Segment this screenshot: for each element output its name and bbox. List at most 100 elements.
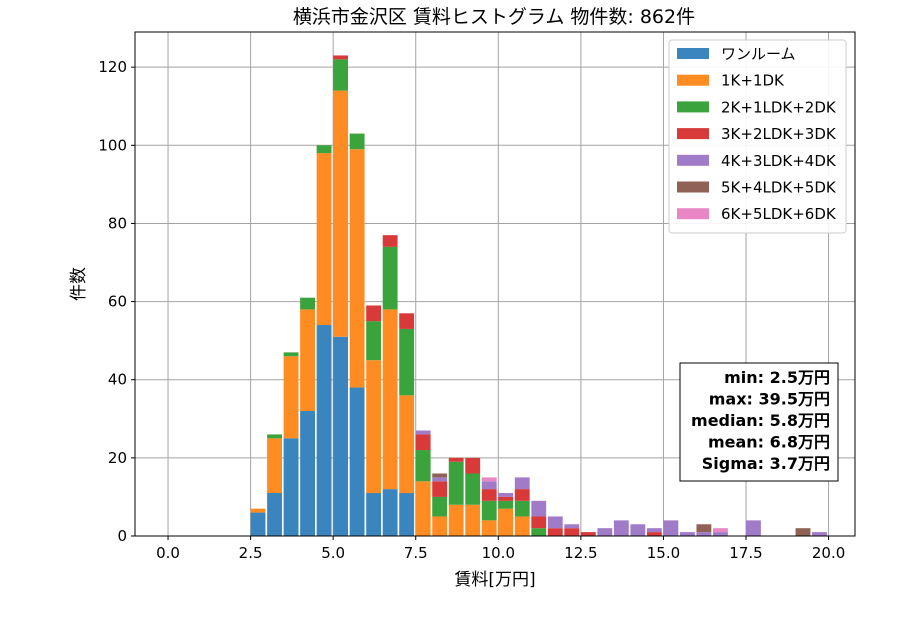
bar <box>514 500 530 517</box>
bar <box>349 387 365 536</box>
bar <box>267 434 282 439</box>
stats-frame <box>679 362 839 482</box>
bar <box>465 504 481 536</box>
legend-swatch <box>677 208 709 220</box>
bar-series-2 <box>250 90 530 536</box>
bar <box>746 520 761 536</box>
bar <box>415 430 431 435</box>
bar <box>333 336 349 536</box>
y-axis-label: 件数 <box>69 267 89 301</box>
legend-entry-label: 4K+3LDK+4DK <box>721 152 837 170</box>
x-tick-label: 5.0 <box>321 544 345 562</box>
chart-title: 横浜市金沢区 賃料ヒストグラム 物件数: 862件 <box>293 6 695 28</box>
bar <box>382 489 398 536</box>
bar-series-1 <box>250 325 415 536</box>
legend-swatch <box>677 128 709 140</box>
x-tick-label: 20.0 <box>812 544 845 562</box>
bar <box>531 528 547 536</box>
bar <box>465 473 481 505</box>
bar <box>366 305 382 322</box>
bar <box>399 328 415 396</box>
bar <box>267 438 282 494</box>
bar <box>366 360 382 494</box>
bar <box>448 504 464 536</box>
bar <box>333 90 349 337</box>
bar <box>696 532 712 536</box>
stats-line: min: 2.5万円 <box>724 368 830 387</box>
bar <box>646 532 662 536</box>
bar <box>366 321 382 361</box>
y-tick-label: 120 <box>98 58 127 76</box>
y-tick-label: 40 <box>108 371 127 389</box>
bars <box>250 55 827 536</box>
legend-swatch <box>677 154 709 166</box>
bar <box>795 528 811 536</box>
bar <box>547 516 563 529</box>
bar <box>597 528 613 536</box>
bar <box>547 528 563 536</box>
plot-frame <box>134 31 856 537</box>
y-tick-label: 100 <box>98 136 127 154</box>
stats-line: Sigma: 3.7万円 <box>702 454 830 473</box>
bar <box>349 149 365 388</box>
bar-series-3 <box>267 59 547 536</box>
bar <box>712 528 728 533</box>
bar <box>465 457 481 474</box>
legend-frame <box>668 39 847 234</box>
legend-entry-label: 5K+4LDK+5DK <box>721 179 837 197</box>
bar <box>481 489 497 501</box>
bar <box>498 496 514 501</box>
legend: ワンルーム 1K+1DK 2K+1LDK+2DK 3K+2LDK+3DK 4K+3LDK… <box>668 39 847 234</box>
bar <box>448 457 464 462</box>
bar <box>432 496 448 517</box>
x-tick-label: 2.5 <box>239 544 263 562</box>
x-tick-label: 12.5 <box>564 544 597 562</box>
bar-series-7 <box>481 477 728 533</box>
bar <box>267 493 282 536</box>
bar <box>382 246 398 310</box>
bar <box>250 512 266 536</box>
bar <box>300 297 315 310</box>
bar <box>481 481 497 490</box>
bar <box>580 532 596 536</box>
bar <box>646 528 662 533</box>
bar <box>349 133 365 150</box>
bar <box>283 352 299 357</box>
bar <box>613 520 629 536</box>
stats-line: max: 39.5万円 <box>709 390 830 409</box>
bar <box>481 500 497 521</box>
bar-series-6 <box>432 473 811 536</box>
y-tick-label: 0 <box>117 527 127 545</box>
bar <box>415 434 431 451</box>
bar <box>514 477 530 490</box>
bar <box>514 516 530 536</box>
stats-box: min: 2.5万円 max: 39.5万円 median: 5.8万円 mean: … <box>679 362 839 482</box>
bar <box>531 500 547 517</box>
legend-swatch <box>677 181 709 193</box>
legend-entry-label: 2K+1LDK+2DK <box>721 98 837 116</box>
bar <box>712 532 728 536</box>
bar <box>514 489 530 501</box>
bar <box>283 356 299 439</box>
bar <box>250 508 266 513</box>
legend-entry-label: 1K+1DK <box>721 72 785 90</box>
bar <box>432 481 448 497</box>
bar <box>498 500 514 509</box>
bar <box>333 59 349 91</box>
legend-entry-label: 3K+2LDK+3DK <box>721 125 837 143</box>
bar <box>415 481 431 536</box>
bar <box>696 524 712 533</box>
bar <box>382 309 398 490</box>
legend-swatch <box>677 74 709 86</box>
stats-line: median: 5.8万円 <box>691 411 830 430</box>
x-tick-label: 7.5 <box>404 544 428 562</box>
bar <box>630 524 646 536</box>
legend-entry-label: 6K+5LDK+6DK <box>721 205 837 223</box>
bar <box>283 438 299 536</box>
y-tick-label: 60 <box>108 293 127 311</box>
bar <box>498 493 514 497</box>
x-axis-label: 賃料[万円] <box>454 570 535 590</box>
bar-series-5 <box>415 430 827 536</box>
x-tick-label: 17.5 <box>729 544 762 562</box>
